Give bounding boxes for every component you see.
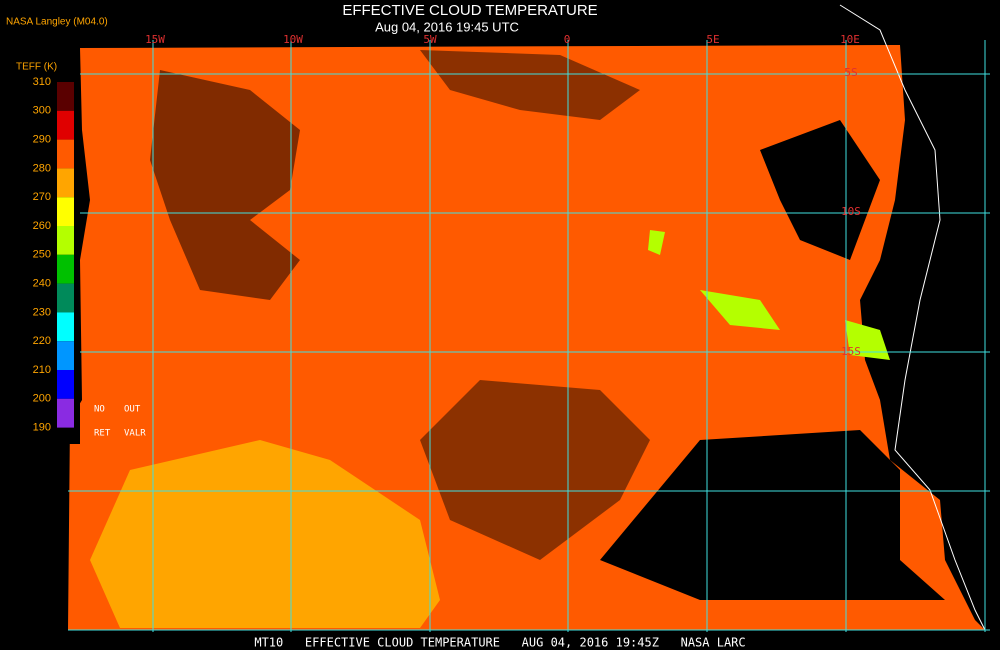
broken-cloud <box>420 380 650 560</box>
legend-swatch <box>57 168 74 198</box>
lon-labels: 15W 10W 5W 0 5E 10E <box>145 33 860 46</box>
lat-label: 5S <box>844 66 857 79</box>
legend-swatch <box>57 283 74 313</box>
legend-note: RET <box>94 429 111 439</box>
cold-cloud <box>648 230 890 360</box>
broken-cloud <box>150 70 300 300</box>
lat-labels: 5S 10S 15S <box>841 66 861 358</box>
legend-label: 230 <box>33 306 51 318</box>
graticule <box>68 40 990 632</box>
lon-label: 5W <box>423 33 437 46</box>
legend-label: 200 <box>33 393 51 405</box>
warm-cloud <box>90 440 440 628</box>
lon-label: 0 <box>564 33 571 46</box>
lon-label: 15W <box>145 33 165 46</box>
legend-swatch <box>57 139 74 169</box>
legend-label: 280 <box>33 162 51 174</box>
legend-swatch <box>57 370 74 399</box>
legend-label: 260 <box>33 220 51 232</box>
clear-area <box>760 120 880 260</box>
legend-label: 270 <box>33 191 51 203</box>
lon-label: 10E <box>840 33 860 46</box>
lon-label: 10W <box>283 33 303 46</box>
land <box>900 45 1000 630</box>
legend-label: 290 <box>33 134 51 146</box>
title: EFFECTIVE CLOUD TEMPERATURE <box>342 2 597 19</box>
legend-label: 210 <box>33 364 51 376</box>
legend-note: NO <box>94 405 105 415</box>
footer: MT10 EFFECTIVE CLOUD TEMPERATURE AUG 04,… <box>254 636 745 650</box>
legend-label: 220 <box>33 335 51 347</box>
legend-swatch <box>57 226 74 255</box>
legend-swatch <box>57 254 74 284</box>
legend-label: 190 <box>33 422 51 434</box>
legend-label: 250 <box>33 249 51 261</box>
legend-label: 240 <box>33 278 51 290</box>
coastline <box>839 4 986 631</box>
legend-note: OUT <box>124 405 141 415</box>
legend-swatch <box>57 110 74 140</box>
legend-label: 310 <box>33 76 51 88</box>
lat-label: 10S <box>841 205 861 218</box>
legend-swatch <box>57 312 74 342</box>
legend-swatch <box>57 197 74 226</box>
credit: NASA Langley (M04.0) <box>6 17 108 28</box>
lon-label: 5E <box>706 33 719 46</box>
cloud-field <box>68 4 1000 631</box>
clear-area <box>600 430 945 600</box>
subtitle: Aug 04, 2016 19:45 UTC <box>375 19 519 34</box>
lat-label: 15S <box>841 345 861 358</box>
legend-swatch <box>57 341 74 370</box>
broken-cloud <box>420 50 640 120</box>
legend-note: VALR <box>124 429 146 439</box>
legend: 310 300 290 280 270 260 250 240 230 220 210 200 190 <box>33 76 74 434</box>
legend-swatch <box>57 82 74 111</box>
legend-swatch <box>57 398 74 428</box>
legend-title: TEFF (K) <box>16 62 57 73</box>
legend-label: 300 <box>33 105 51 117</box>
